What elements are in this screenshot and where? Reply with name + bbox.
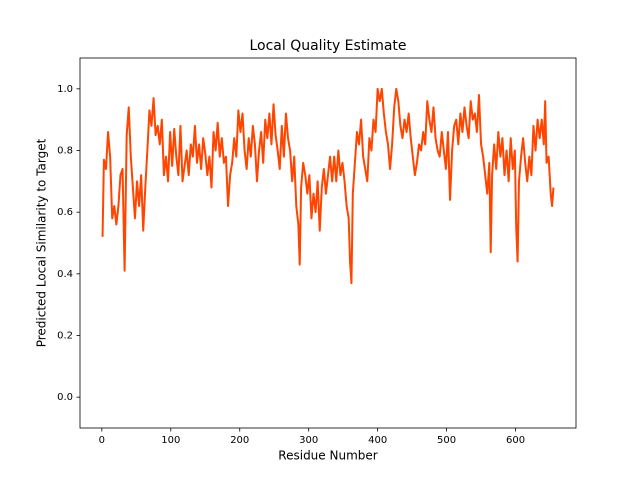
data-line <box>101 87 555 285</box>
y-tick-label: 1.0 <box>57 84 73 95</box>
x-tick-label: 0 <box>99 435 105 446</box>
axes-frame <box>79 57 577 429</box>
x-tick-label: 500 <box>437 435 456 446</box>
y-tick-label: 0.4 <box>57 269 73 280</box>
y-tick-label: 0.0 <box>57 392 73 403</box>
y-tick-label: 0.2 <box>57 331 73 342</box>
chart-title: Local Quality Estimate <box>249 38 406 54</box>
y-tick-label: 0.6 <box>57 207 73 218</box>
x-tick-label: 200 <box>230 435 249 446</box>
x-tick-label: 600 <box>506 435 525 446</box>
x-tick-label: 400 <box>368 435 387 446</box>
x-tick-label: 300 <box>299 435 318 446</box>
y-axis-label: Predicted Local Similarity to Target <box>35 138 49 347</box>
y-tick-label: 0.8 <box>57 146 73 157</box>
x-tick-label: 100 <box>161 435 180 446</box>
x-axis-label: Residue Number <box>278 449 377 463</box>
